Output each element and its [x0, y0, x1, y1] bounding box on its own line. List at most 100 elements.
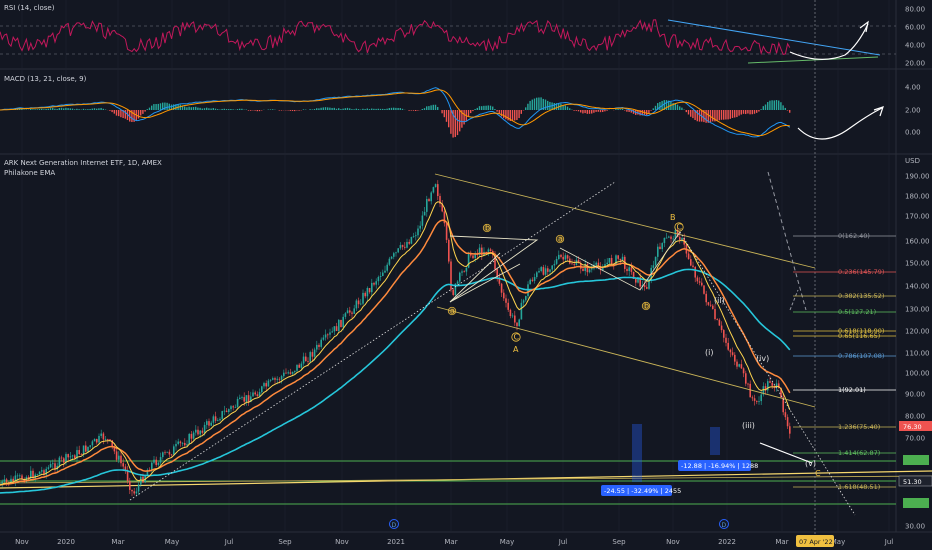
- macd-histogram-bar: [153, 104, 155, 110]
- fibonacci-retracement[interactable]: 0(162.40) 0.236(145.79) 0.382(135.52) 0.5(1…: [793, 232, 896, 491]
- macd-histogram-bar: [247, 110, 250, 111]
- candle-body: [89, 445, 91, 447]
- candle-body: [269, 379, 272, 381]
- candle-body: [280, 376, 283, 380]
- candle-body: [551, 265, 553, 270]
- macd-histogram-bar: [773, 100, 775, 110]
- candle-body: [170, 454, 173, 456]
- candle-body: [102, 433, 105, 440]
- candle-body: [696, 277, 699, 282]
- candle-body: [588, 269, 591, 273]
- candle-body: [437, 184, 439, 197]
- candle-body: [342, 316, 344, 328]
- dividend-icon[interactable]: [389, 519, 399, 529]
- macd-histogram-bar: [619, 109, 621, 110]
- candle-body: [608, 257, 611, 263]
- candle-body: [720, 325, 723, 331]
- macd-histogram-bar: [423, 108, 426, 110]
- macd-histogram-bar: [217, 109, 219, 110]
- macd-histogram-bar: [179, 104, 181, 110]
- macd-histogram-bar: [329, 107, 331, 110]
- candle-body: [1, 481, 3, 485]
- macd-histogram-bar: [170, 104, 173, 110]
- candle-body: [3, 479, 6, 482]
- macd-projection-arrow: [797, 107, 883, 140]
- macd-histogram-bar: [533, 98, 536, 110]
- macd-histogram-bar: [335, 108, 338, 110]
- date-axis[interactable]: Nov 2020 Mar May Jul Sep Nov 2021 Mar May Jul Sep No…: [15, 538, 893, 546]
- macd-histogram-bar: [518, 110, 520, 119]
- macd-histogram-bar: [428, 106, 430, 110]
- candle-body: [712, 305, 714, 309]
- candle-body: [780, 388, 782, 398]
- macd-histogram-bar: [54, 108, 56, 110]
- candle-body: [714, 308, 716, 319]
- macd-histogram-bar: [487, 105, 489, 110]
- macd-histogram-bar: [489, 105, 492, 110]
- candle-body: [617, 255, 619, 259]
- macd-histogram-bar: [258, 110, 261, 112]
- candle-body: [599, 266, 602, 271]
- dividend-icon[interactable]: [719, 519, 729, 529]
- candle-body: [210, 422, 212, 426]
- macd-histogram-bar: [206, 107, 208, 110]
- macd-histogram-bar: [461, 110, 463, 128]
- candle-body: [764, 386, 767, 391]
- candle-body: [243, 397, 245, 402]
- macd-histogram-bar: [41, 108, 43, 110]
- candle-body: [155, 459, 157, 465]
- macd-histogram-bar: [538, 97, 540, 110]
- candle-body: [153, 459, 155, 463]
- fib-level-label: 0.618(118.90): [838, 327, 884, 335]
- macd-histogram-bar: [665, 100, 668, 110]
- macd-histogram-bar: [318, 108, 320, 110]
- candle-body: [283, 372, 285, 377]
- macd-histogram-bar: [355, 108, 357, 110]
- candle-body: [186, 444, 188, 446]
- macd-histogram-bar: [67, 108, 69, 110]
- candle-body: [637, 277, 639, 283]
- candle-body: [639, 277, 641, 287]
- candle-body: [734, 354, 736, 362]
- macd-histogram-bar: [650, 110, 652, 111]
- candle-body: [30, 470, 32, 479]
- date-tick-label: Nov: [15, 538, 29, 546]
- price-tick-label: 30.00: [905, 523, 925, 531]
- rsi-trendline-upper: [667, 19, 881, 56]
- candle-body: [265, 383, 267, 387]
- macd-histogram-bar: [371, 108, 373, 110]
- macd-histogram-bar: [652, 108, 654, 110]
- macd-histogram-bar: [388, 108, 390, 110]
- macd-histogram-bar: [615, 109, 617, 110]
- macd-histogram-bar: [148, 107, 151, 110]
- macd-histogram-bar: [351, 109, 353, 110]
- fib-level-label: 1.414(62.87): [838, 449, 880, 457]
- macd-histogram-bar: [621, 108, 624, 110]
- macd-histogram-bar: [122, 110, 124, 119]
- macd-histogram-bar: [256, 110, 258, 112]
- candle-body: [289, 372, 292, 374]
- candle-body: [503, 292, 505, 299]
- macd-histogram-bar: [450, 110, 452, 134]
- macd-histogram-bar: [452, 110, 454, 138]
- candle-body: [404, 246, 406, 248]
- candle-body: [10, 478, 12, 484]
- candle-body: [162, 452, 164, 458]
- candle-body: [324, 334, 327, 338]
- macd-histogram-bar: [769, 100, 771, 110]
- candle-body: [516, 322, 518, 327]
- candle-body: [399, 245, 402, 249]
- candle-body: [12, 478, 14, 482]
- candle-body: [80, 454, 83, 455]
- candle-body: [197, 429, 199, 435]
- candle-body: [228, 409, 230, 413]
- candle-body: [439, 196, 441, 204]
- candle-body: [571, 263, 573, 265]
- date-cursor-label: 07 Apr '22: [799, 538, 833, 546]
- candle-body: [56, 465, 58, 470]
- macd-histogram-bar: [740, 110, 742, 115]
- rsi-tick-label: 20.00: [905, 60, 925, 68]
- macd-histogram-bar: [58, 108, 60, 110]
- candle-body: [100, 433, 102, 436]
